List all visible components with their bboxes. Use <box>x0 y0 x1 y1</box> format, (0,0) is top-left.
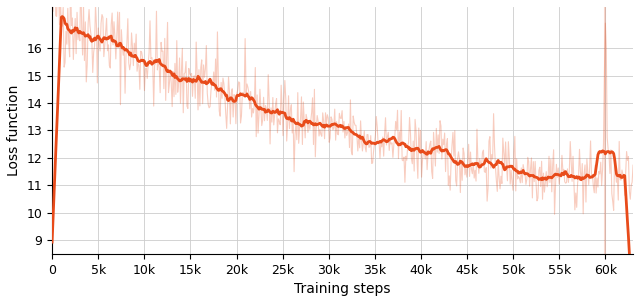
X-axis label: Training steps: Training steps <box>294 282 391 296</box>
Y-axis label: Loss function: Loss function <box>7 85 21 176</box>
